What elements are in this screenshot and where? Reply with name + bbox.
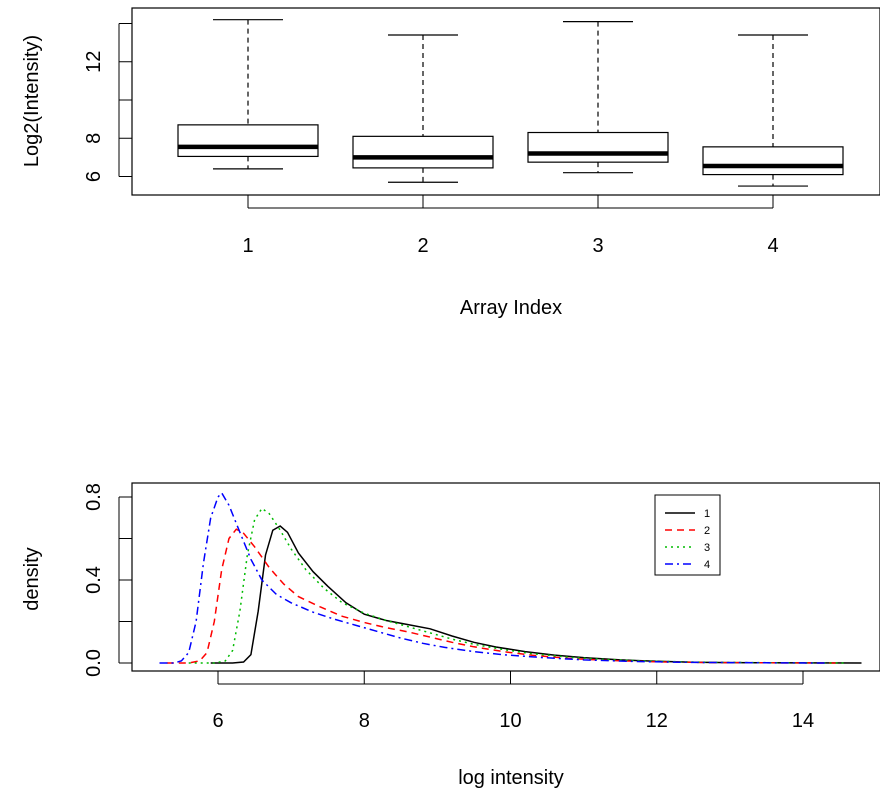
boxplot-boxes [177, 19, 844, 187]
density-series-4 [159, 491, 825, 664]
box-body [177, 124, 319, 158]
boxplot-x-axis: 1 2 3 4 [242, 195, 779, 257]
density-y-tick-label: 0.0 [83, 649, 105, 677]
density-series-1 [210, 525, 862, 664]
boxplot-x-tick-label: 1 [242, 235, 253, 257]
boxplot-y-tick-label: 12 [83, 51, 105, 73]
box-3 [527, 20, 669, 174]
boxplot-y-axis-label: Log2(Intensity) [21, 35, 43, 167]
box-body [352, 135, 494, 169]
legend-label-1: 1 [704, 508, 710, 520]
boxplot-y-tick-label: 6 [83, 171, 105, 182]
density-x-tick-label: 8 [359, 710, 370, 732]
box-4 [702, 34, 844, 187]
density-curves [159, 491, 862, 664]
density-y-tick-label: 0.8 [83, 483, 105, 511]
density-x-tick-label: 6 [212, 710, 223, 732]
boxplot-x-axis-label: Array Index [460, 297, 562, 319]
density-series-2 [166, 528, 840, 664]
density-y-axis: 0.0 0.4 0.8 [83, 483, 132, 677]
box-1 [177, 19, 319, 170]
legend-label-3: 3 [704, 542, 710, 554]
density-x-tick-label: 12 [646, 710, 668, 732]
boxplot-x-tick-label: 3 [592, 235, 603, 257]
box-body [527, 131, 669, 163]
density-x-axis-label: log intensity [458, 767, 564, 789]
boxplot-y-axis: 6 8 12 [83, 23, 132, 182]
boxplot-x-tick-label: 2 [417, 235, 428, 257]
legend-box [654, 494, 721, 576]
density-x-tick-label: 14 [792, 710, 814, 732]
density-legend: 1 2 3 4 [654, 494, 721, 576]
boxplot-frame [131, 7, 880, 196]
density-y-tick-label: 0.4 [83, 566, 105, 594]
density-frame [131, 482, 880, 672]
legend-label-2: 2 [704, 525, 710, 537]
density-x-axis: 6 8 10 12 14 [212, 671, 814, 732]
legend-label-4: 4 [704, 559, 710, 571]
box-2 [352, 34, 494, 183]
density-x-tick-label: 10 [499, 710, 521, 732]
box-body [702, 146, 844, 176]
density-y-axis-label: density [21, 547, 43, 610]
boxplot-x-tick-label: 4 [767, 235, 778, 257]
boxplot-y-tick-label: 8 [83, 133, 105, 144]
